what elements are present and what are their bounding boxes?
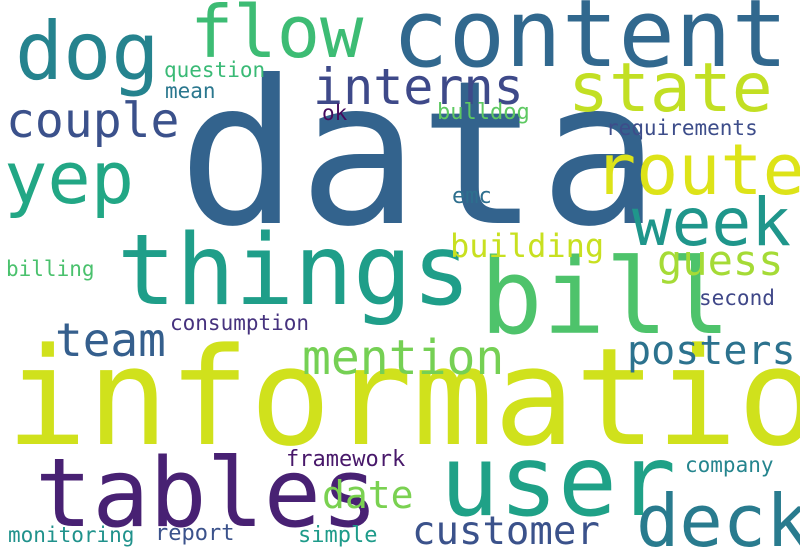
- word-customer: customer: [412, 509, 600, 554]
- word-bill: bill: [480, 236, 731, 358]
- word-flow: flow: [190, 0, 364, 74]
- word-monitoring: monitoring: [8, 523, 135, 547]
- word-building: building: [450, 227, 605, 265]
- word-route: route: [594, 129, 800, 211]
- word-deck: deck: [636, 479, 800, 560]
- word-user: user: [440, 425, 677, 539]
- word-mean: mean: [165, 79, 216, 103]
- word-report: report: [155, 521, 235, 546]
- word-team: team: [55, 313, 166, 367]
- word-question: question: [164, 58, 266, 82]
- word-company: company: [685, 453, 774, 477]
- word-posters: posters: [627, 328, 796, 374]
- word-things: things: [117, 214, 472, 328]
- word-bulldog: bulldog: [437, 100, 530, 125]
- word-week: week: [632, 184, 791, 261]
- word-guess: guess: [657, 236, 784, 285]
- word-data: data: [178, 38, 660, 271]
- word-billing: billing: [6, 257, 95, 281]
- word-information: information: [6, 319, 800, 476]
- word-couple: couple: [6, 93, 180, 149]
- word-dog: dog: [15, 5, 160, 98]
- word-second: second: [699, 286, 775, 310]
- word-requirements: requirements: [606, 116, 758, 140]
- word-simple: simple: [298, 523, 378, 548]
- word-ok: ok: [322, 101, 348, 125]
- word-interns: interns: [313, 58, 524, 116]
- word-content: content: [392, 0, 789, 89]
- word-framework: framework: [286, 447, 406, 472]
- word-consumption: consumption: [170, 311, 310, 335]
- word-yep: yep: [4, 136, 135, 220]
- word-mention: mention: [302, 330, 505, 386]
- word-state: state: [568, 49, 773, 128]
- word-emc: emc: [452, 184, 492, 209]
- word-date: date: [322, 473, 414, 517]
- word-tables: tables: [35, 439, 379, 549]
